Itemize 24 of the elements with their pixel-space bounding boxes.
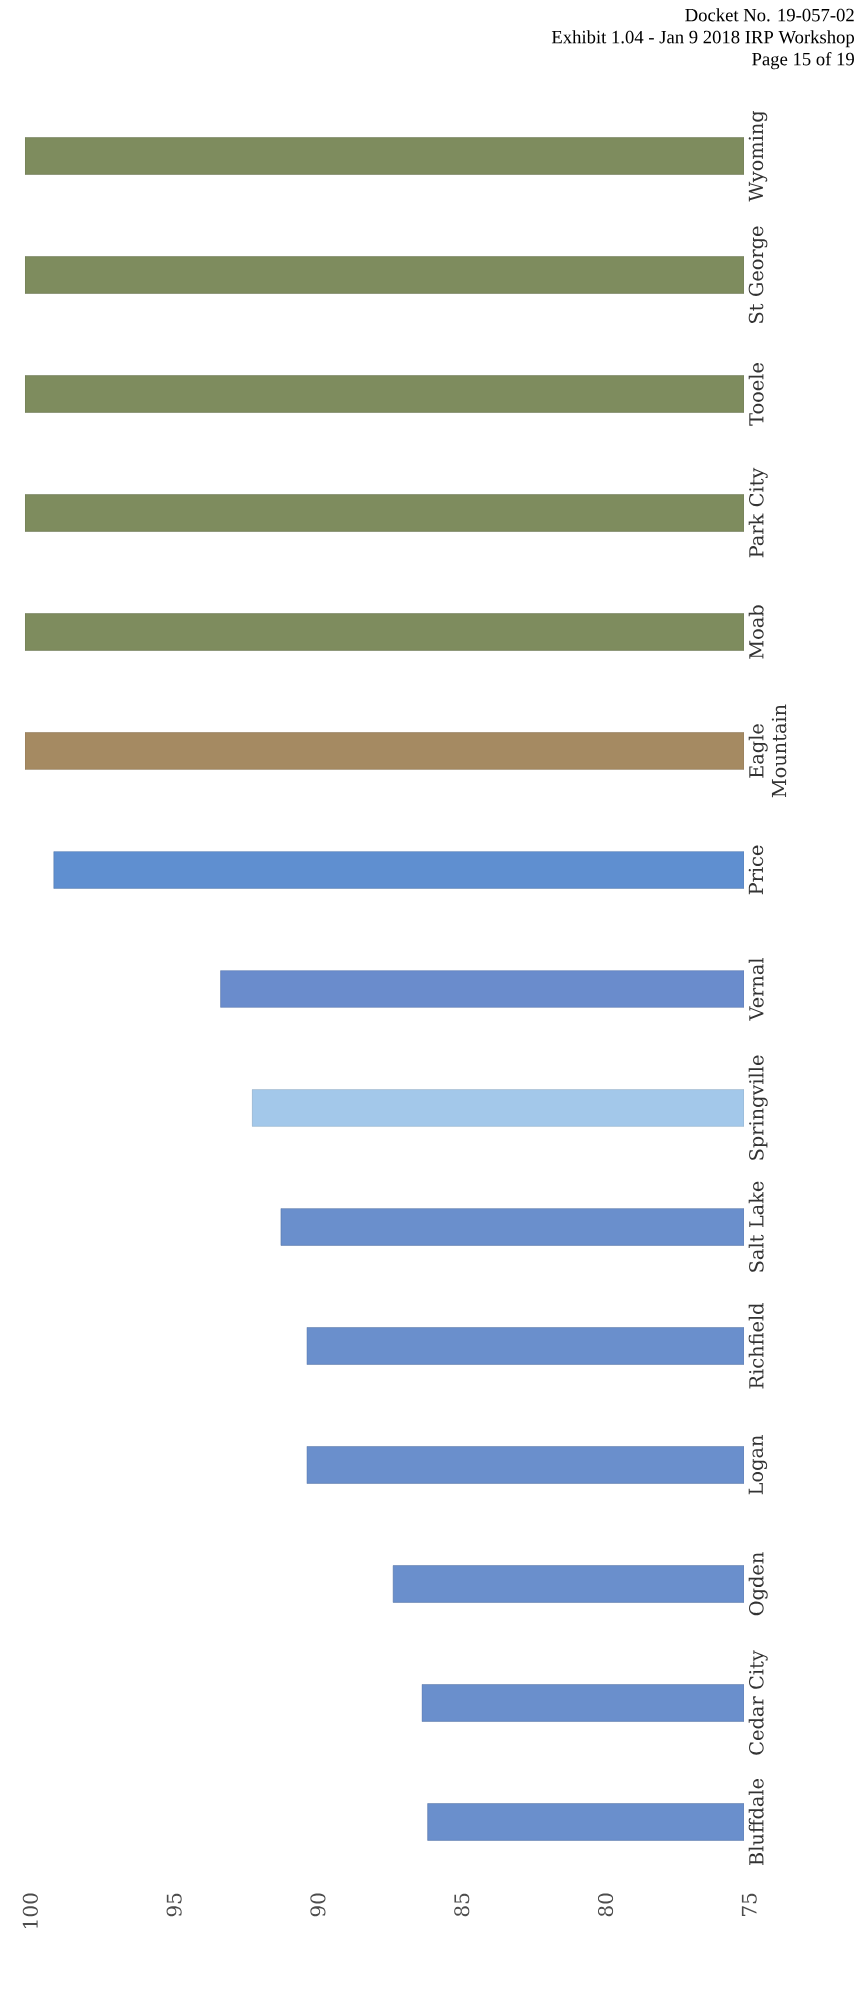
y-tick-label: Richfield [748,1303,764,1389]
x-tick-label: 95 [166,1893,182,1917]
y-tick-label: Tooele [748,363,764,426]
text: Docket No. 19-057-02 [685,8,854,22]
y-tick-label: Park City [748,467,768,558]
x-tick-label: 80 [597,1893,614,1917]
y-tick-label: Salt Lake [748,1181,764,1272]
y-tick-label: Springville [748,1055,768,1160]
text: Page 15 of 19 [752,52,854,70]
y-tick-label: Bluffdale [748,1778,764,1865]
y-tick-label: Eagle Mountain [748,704,787,798]
y-tick-label: Moab [748,605,764,659]
y-tick-label: Logan [748,1435,768,1495]
y-tick-label: St George [748,226,768,323]
x-tick-label: 75 [741,1893,757,1916]
y-tick-label: Price [748,845,764,895]
y-tick-label: Vernal [748,958,764,1021]
x-tick-label: 85 [454,1893,470,1917]
y-tick-label: Wyoming [748,110,768,202]
x-tick-label: 100 [22,1893,38,1928]
text: Exhibit 1.04 - Jan 9 2018 IRP Workshop [551,30,855,48]
x-tick-label: 90 [310,1893,326,1917]
y-tick-label: Ogden [748,1552,768,1616]
y-tick-label: Cedar City [748,1650,768,1755]
